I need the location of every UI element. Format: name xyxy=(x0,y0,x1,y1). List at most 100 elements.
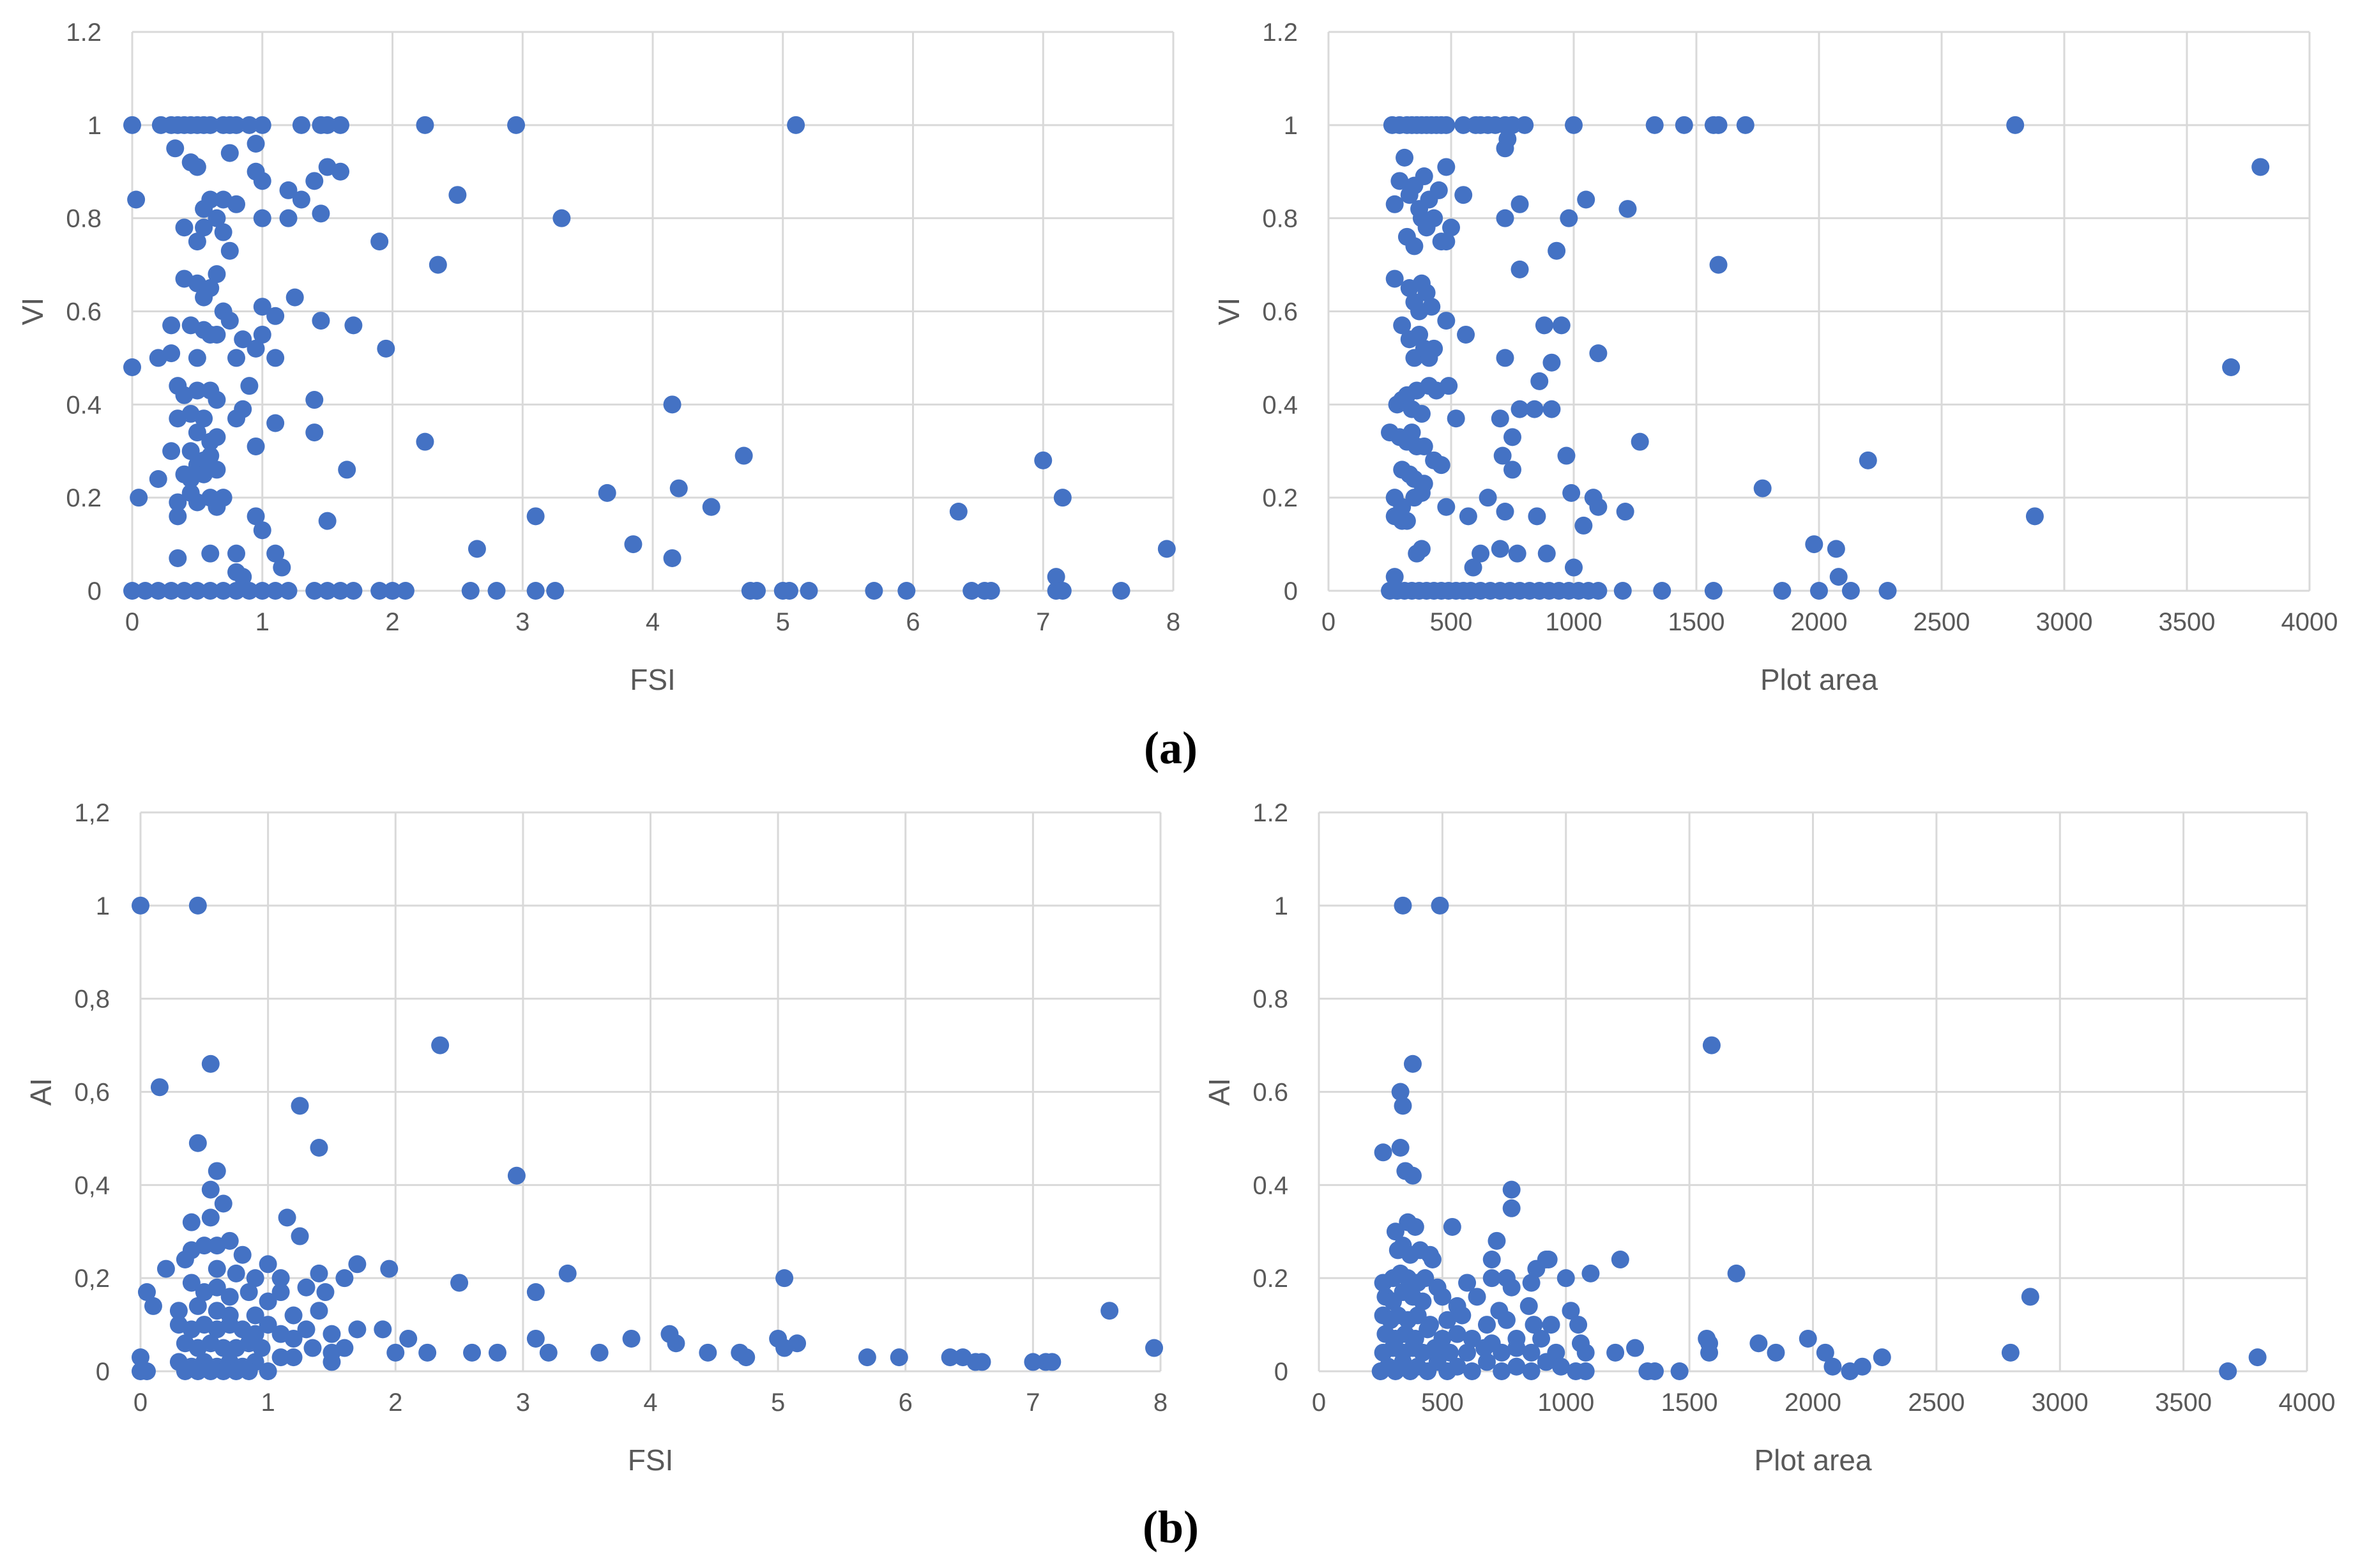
x-tick-label: 6 xyxy=(906,608,920,636)
data-point xyxy=(284,1329,303,1348)
data-point xyxy=(1440,377,1458,395)
x-tick-label: 0 xyxy=(1312,1389,1326,1417)
x-tick-label: 3 xyxy=(516,1389,530,1417)
x-tick-label: 3 xyxy=(515,608,529,636)
data-point xyxy=(590,1343,609,1362)
data-point xyxy=(1565,116,1583,134)
x-tick-label: 1000 xyxy=(1537,1389,1594,1417)
x-tick-label: 1 xyxy=(255,608,270,636)
y-axis-title: VI xyxy=(1212,298,1245,325)
data-point xyxy=(1454,186,1473,204)
data-point xyxy=(214,1362,232,1380)
data-point xyxy=(182,1274,201,1292)
data-point xyxy=(1709,255,1728,274)
data-point xyxy=(1482,1251,1501,1268)
data-point xyxy=(1859,451,1877,469)
data-point xyxy=(1453,1306,1472,1325)
data-point xyxy=(253,172,271,190)
data-point xyxy=(234,330,252,349)
x-tick-label: 500 xyxy=(1421,1389,1464,1417)
data-point xyxy=(780,582,798,600)
data-point xyxy=(1391,1139,1410,1157)
x-tick-label: 5 xyxy=(771,1389,785,1417)
x-tick-label: 2000 xyxy=(1785,1389,1841,1417)
data-point xyxy=(331,162,349,181)
data-point xyxy=(558,1264,577,1283)
data-point xyxy=(123,358,141,376)
data-point xyxy=(130,489,148,507)
data-point xyxy=(1475,1339,1494,1357)
data-point xyxy=(253,582,271,600)
data-point xyxy=(1493,1343,1511,1362)
data-point xyxy=(488,1343,506,1362)
data-point xyxy=(1493,1362,1511,1380)
y-tick-label: 1 xyxy=(88,112,102,140)
data-point xyxy=(1878,582,1897,600)
chart-a-left: 0 1 2 3 4 5 6 7 8 0 0.2 0.4 0.6 0.8 1 1.2 FSI VI xyxy=(16,19,1180,696)
data-point xyxy=(348,1255,367,1274)
data-point xyxy=(1502,1180,1521,1199)
data-point xyxy=(461,582,480,600)
data-point xyxy=(1810,582,1828,600)
data-point xyxy=(1415,437,1433,455)
data-point xyxy=(271,1283,290,1302)
data-point xyxy=(370,582,389,600)
data-point xyxy=(123,116,141,134)
data-point xyxy=(1626,1339,1645,1357)
data-point xyxy=(1437,116,1456,134)
data-point xyxy=(1805,535,1823,554)
data-point xyxy=(865,582,883,600)
data-point xyxy=(1532,1329,1551,1348)
x-tick-label: 4000 xyxy=(2281,608,2338,636)
data-point xyxy=(526,507,545,526)
data-point xyxy=(1496,503,1514,521)
data-point xyxy=(279,209,298,227)
data-point xyxy=(220,144,239,162)
data-point xyxy=(1522,1343,1541,1362)
data-point xyxy=(1589,344,1608,363)
y-tick-label: 1.2 xyxy=(1262,19,1298,47)
data-point xyxy=(1562,1302,1580,1320)
data-point xyxy=(1437,498,1456,516)
data-point xyxy=(1448,1325,1466,1343)
x-tick-label: 8 xyxy=(1166,608,1180,636)
data-point xyxy=(169,493,187,512)
data-point xyxy=(1577,190,1595,209)
data-point xyxy=(201,1054,220,1073)
data-point xyxy=(1458,1343,1477,1362)
data-point xyxy=(188,1134,207,1152)
data-point xyxy=(201,116,220,134)
data-point xyxy=(787,116,805,134)
data-point xyxy=(487,582,506,600)
x-tick-label: 1500 xyxy=(1661,1389,1718,1417)
data-point xyxy=(247,437,265,455)
data-point xyxy=(973,1353,991,1371)
data-point xyxy=(1498,130,1517,148)
data-point xyxy=(266,414,285,432)
data-point xyxy=(259,1292,277,1311)
data-point xyxy=(1528,507,1546,526)
panel-caption-a: (a) xyxy=(1144,722,1198,773)
data-point xyxy=(1431,896,1449,915)
data-point xyxy=(303,1339,322,1357)
data-point xyxy=(1574,516,1593,535)
data-point xyxy=(624,535,643,554)
data-point xyxy=(227,582,245,600)
data-point xyxy=(1416,1269,1435,1288)
y-tick-label: 0,6 xyxy=(74,1079,110,1107)
data-point xyxy=(1443,1217,1461,1236)
data-point xyxy=(132,1348,149,1367)
data-point xyxy=(1488,1231,1506,1250)
data-point xyxy=(386,1343,405,1362)
x-tick-label: 4 xyxy=(646,608,660,636)
data-point xyxy=(188,1362,207,1380)
data-point xyxy=(1841,582,1860,600)
data-point xyxy=(598,483,616,502)
data-point xyxy=(1611,1251,1629,1268)
data-point xyxy=(526,1329,545,1348)
y-tick-label: 0.6 xyxy=(1252,1079,1288,1107)
data-point xyxy=(526,582,545,600)
data-point xyxy=(1829,568,1848,586)
data-point xyxy=(1827,540,1845,558)
data-point xyxy=(702,498,720,516)
